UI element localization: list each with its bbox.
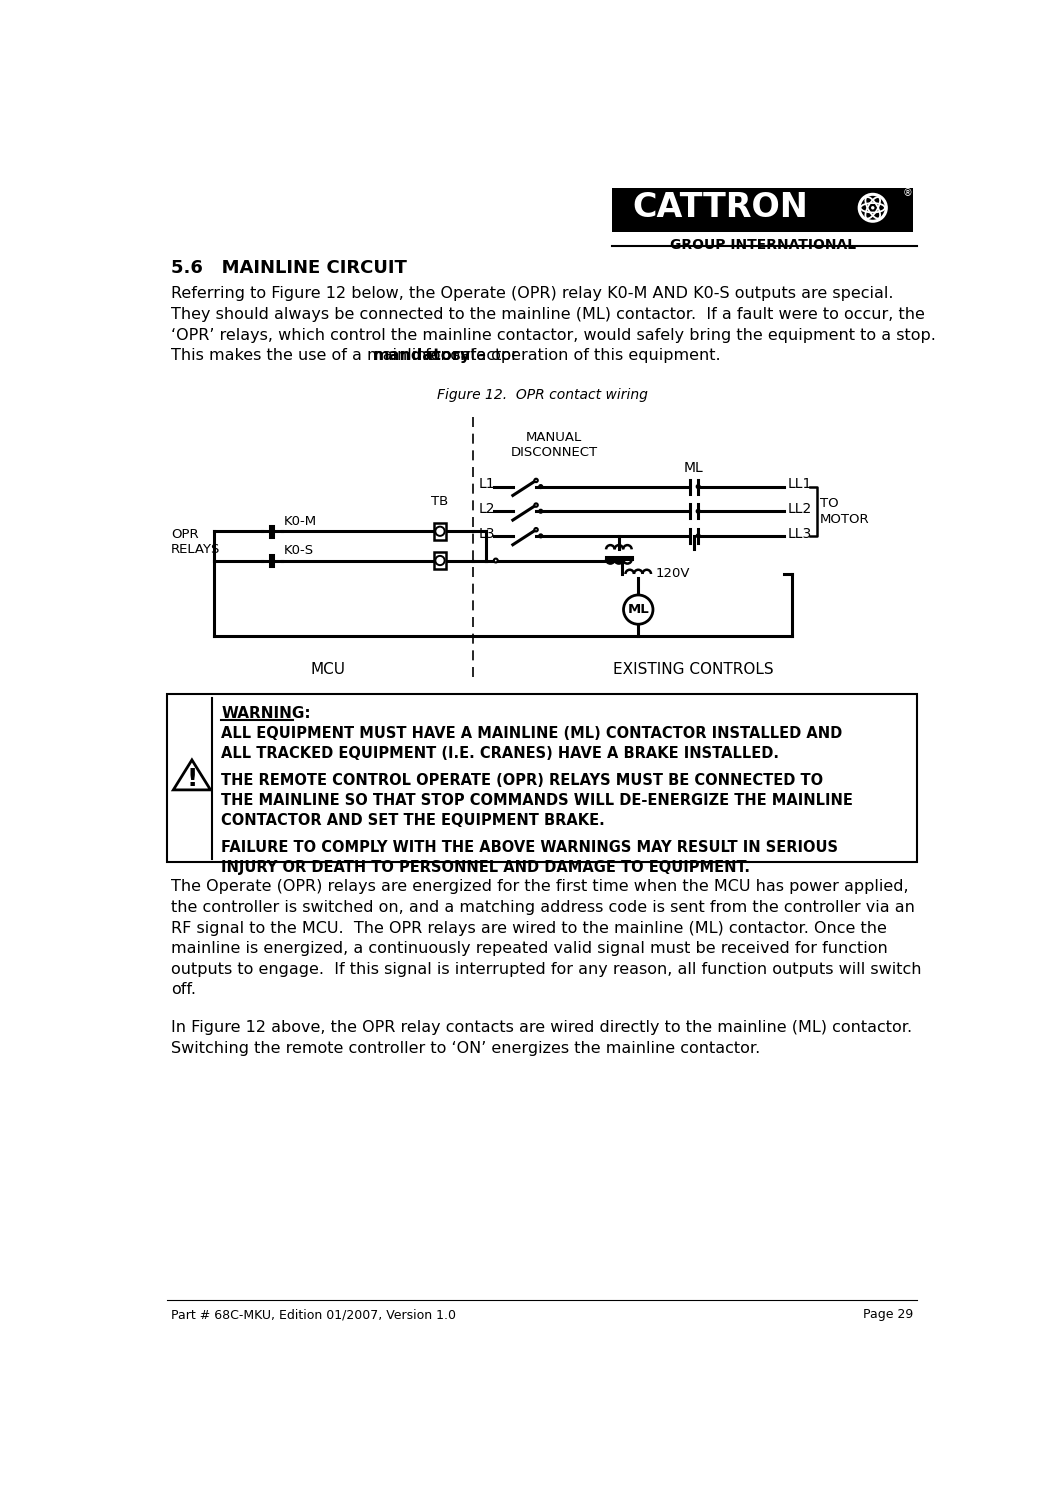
Text: off.: off. <box>171 983 196 998</box>
Text: Switching the remote controller to ‘ON’ energizes the mainline contactor.: Switching the remote controller to ‘ON’ … <box>171 1041 761 1056</box>
Text: L2: L2 <box>478 503 495 516</box>
Text: OPR
RELAYS: OPR RELAYS <box>171 528 220 556</box>
Text: ML: ML <box>627 604 650 616</box>
Circle shape <box>696 510 700 513</box>
Text: LL2: LL2 <box>787 503 811 516</box>
Text: THE MAINLINE SO THAT STOP COMMANDS WILL DE-ENERGIZE THE MAINLINE: THE MAINLINE SO THAT STOP COMMANDS WILL … <box>221 793 853 807</box>
Text: L1: L1 <box>478 477 495 491</box>
Circle shape <box>696 534 700 538</box>
Text: RF signal to the MCU.  The OPR relays are wired to the mainline (ML) contactor. : RF signal to the MCU. The OPR relays are… <box>171 920 887 935</box>
Text: ®: ® <box>902 189 913 198</box>
Circle shape <box>539 510 543 513</box>
Text: K0-M: K0-M <box>285 515 317 528</box>
Text: MANUAL
DISCONNECT: MANUAL DISCONNECT <box>510 431 598 459</box>
Text: TB: TB <box>432 495 449 509</box>
Circle shape <box>539 534 543 538</box>
Text: ‘OPR’ relays, which control the mainline contactor, would safely bring the equip: ‘OPR’ relays, which control the mainline… <box>171 327 936 342</box>
Circle shape <box>539 485 543 488</box>
Text: !: ! <box>186 767 198 791</box>
Text: Page 29: Page 29 <box>863 1309 913 1320</box>
Text: mandatory: mandatory <box>372 348 471 363</box>
Text: EXISTING CONTROLS: EXISTING CONTROLS <box>613 662 773 677</box>
Text: GROUP INTERNATIONAL: GROUP INTERNATIONAL <box>670 238 856 251</box>
Bar <box>612 187 913 232</box>
Text: the controller is switched on, and a matching address code is sent from the cont: the controller is switched on, and a mat… <box>171 900 915 915</box>
Text: LL1: LL1 <box>787 477 811 491</box>
Text: They should always be connected to the mainline (ML) contactor.  If a fault were: They should always be connected to the m… <box>171 306 925 321</box>
Circle shape <box>696 485 700 488</box>
Text: FAILURE TO COMPLY WITH THE ABOVE WARNINGS MAY RESULT IN SERIOUS: FAILURE TO COMPLY WITH THE ABOVE WARNING… <box>221 840 838 855</box>
Circle shape <box>623 595 653 625</box>
Circle shape <box>871 207 875 210</box>
Text: WARNING:: WARNING: <box>221 706 311 721</box>
Circle shape <box>494 559 497 562</box>
Text: The Operate (OPR) relays are energized for the first time when the MCU has power: The Operate (OPR) relays are energized f… <box>171 879 909 894</box>
Polygon shape <box>174 760 211 790</box>
Text: CONTACTOR AND SET THE EQUIPMENT BRAKE.: CONTACTOR AND SET THE EQUIPMENT BRAKE. <box>221 813 605 828</box>
Text: Referring to Figure 12 below, the Operate (OPR) relay K0-M AND K0-S outputs are : Referring to Figure 12 below, the Operat… <box>171 286 894 302</box>
Circle shape <box>534 504 537 507</box>
Text: MCU: MCU <box>310 662 345 677</box>
Text: INJURY OR DEATH TO PERSONNEL AND DAMAGE TO EQUIPMENT.: INJURY OR DEATH TO PERSONNEL AND DAMAGE … <box>221 861 750 876</box>
Circle shape <box>435 556 444 565</box>
Text: This makes the use of a mainline contactor: This makes the use of a mainline contact… <box>171 348 523 363</box>
Circle shape <box>435 526 444 535</box>
Text: Figure 12.  OPR contact wiring: Figure 12. OPR contact wiring <box>437 388 647 401</box>
Text: ALL EQUIPMENT MUST HAVE A MAINLINE (ML) CONTACTOR INSTALLED AND: ALL EQUIPMENT MUST HAVE A MAINLINE (ML) … <box>221 726 842 741</box>
Text: TO
MOTOR: TO MOTOR <box>820 497 870 526</box>
Text: ALL TRACKED EQUIPMENT (I.E. CRANES) HAVE A BRAKE INSTALLED.: ALL TRACKED EQUIPMENT (I.E. CRANES) HAVE… <box>221 746 780 761</box>
Text: CATTRON: CATTRON <box>633 192 808 225</box>
Text: outputs to engage.  If this signal is interrupted for any reason, all function o: outputs to engage. If this signal is int… <box>171 962 922 977</box>
Circle shape <box>534 479 537 482</box>
Text: In Figure 12 above, the OPR relay contacts are wired directly to the mainline (M: In Figure 12 above, the OPR relay contac… <box>171 1020 912 1035</box>
Circle shape <box>859 195 887 222</box>
Text: ML: ML <box>685 461 704 474</box>
Circle shape <box>534 528 537 531</box>
Text: L3: L3 <box>478 526 495 541</box>
Bar <box>167 694 917 862</box>
Bar <box>434 523 446 540</box>
Text: LL3: LL3 <box>787 526 811 541</box>
Bar <box>434 552 446 570</box>
Text: mainline is energized, a continuously repeated valid signal must be received for: mainline is energized, a continuously re… <box>171 941 888 956</box>
Text: Part # 68C-MKU, Edition 01/2007, Version 1.0: Part # 68C-MKU, Edition 01/2007, Version… <box>171 1309 456 1320</box>
Text: K0-S: K0-S <box>285 544 314 558</box>
Text: 5.6   MAINLINE CIRCUIT: 5.6 MAINLINE CIRCUIT <box>171 259 407 277</box>
Text: THE REMOTE CONTROL OPERATE (OPR) RELAYS MUST BE CONNECTED TO: THE REMOTE CONTROL OPERATE (OPR) RELAYS … <box>221 773 823 788</box>
Text: 120V: 120V <box>656 568 690 580</box>
Text: for safe operation of this equipment.: for safe operation of this equipment. <box>420 348 720 363</box>
